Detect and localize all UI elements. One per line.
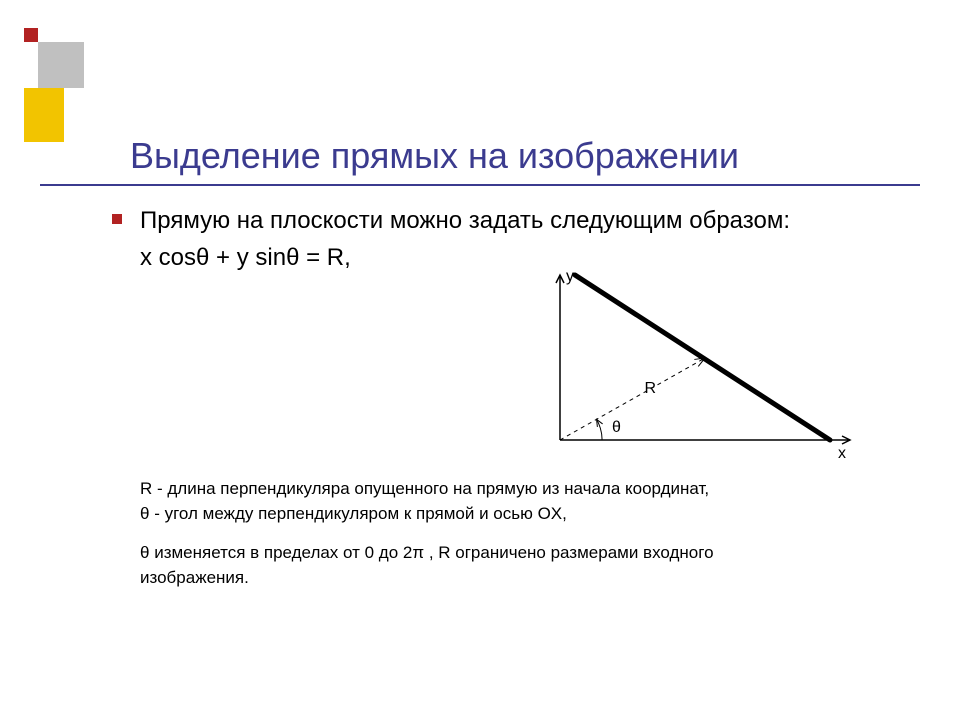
title-underline: [40, 184, 920, 186]
note-line-3b: изменяется в пределах от 0 до 2: [149, 543, 412, 562]
formula-part-b: + y sin: [209, 244, 286, 271]
formula-theta-2: θ: [286, 244, 299, 271]
note-line-1: R - длина перпендикуляра опущенного на п…: [140, 478, 900, 501]
intro-text: Прямую на плоскости можно задать следующ…: [140, 205, 900, 236]
formula-theta-1: θ: [196, 244, 209, 271]
diagram-svg: y x Rθ: [530, 270, 860, 470]
bullet-marker: [112, 214, 122, 224]
notes-block: R - длина перпендикуляра опущенного на п…: [140, 478, 900, 592]
note-line-3: θ изменяется в пределах от 0 до 2π , R о…: [140, 542, 900, 565]
formula-part-a: x cos: [140, 244, 196, 271]
note-pi: π: [412, 543, 424, 562]
slide-title: Выделение прямых на изображении: [130, 135, 739, 177]
svg-text:y: y: [566, 270, 574, 285]
decor-gray-square: [38, 42, 84, 88]
svg-text:x: x: [838, 445, 846, 462]
note-line-2b: - угол между перпендикуляром к прямой и …: [149, 504, 566, 523]
svg-text:θ: θ: [612, 419, 621, 436]
corner-decor: [24, 28, 94, 143]
note-line-3c: , R ограничено размерами входного: [424, 543, 713, 562]
note-line-2: θ - угол между перпендикуляром к прямой …: [140, 503, 900, 526]
note-line-4: изображения.: [140, 567, 900, 590]
decor-red-square: [24, 28, 38, 42]
decor-yellow-square: [24, 88, 64, 142]
svg-text:R: R: [645, 380, 657, 397]
line-diagram: y x Rθ: [530, 270, 860, 470]
formula: x cosθ + y sinθ = R,: [140, 242, 900, 273]
formula-part-c: = R,: [299, 244, 350, 271]
